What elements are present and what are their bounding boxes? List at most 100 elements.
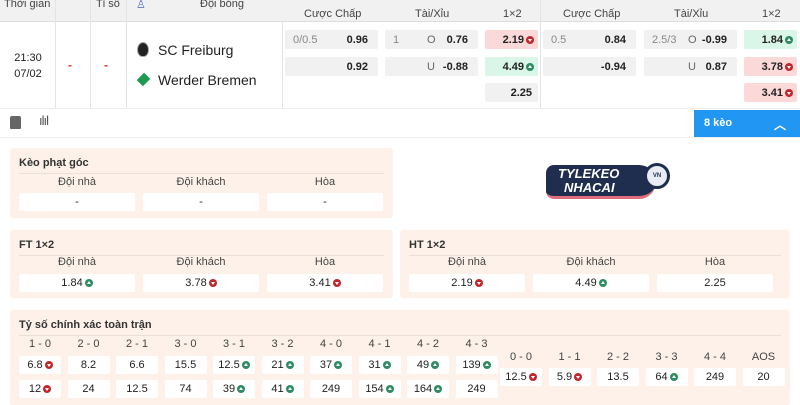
column-label: Đội khách bbox=[566, 256, 616, 268]
ht-handicap-cell[interactable]: 0.5 0.84 bbox=[543, 30, 636, 49]
draw-score-label: 0 - 0 bbox=[509, 351, 532, 363]
odds-value: 3.41 bbox=[761, 86, 783, 99]
odds-box[interactable]: 3.78 bbox=[143, 274, 259, 292]
ht-1x2-title: HT 1×2 bbox=[409, 239, 446, 251]
odds-value: 154 bbox=[365, 383, 384, 395]
score-odds-away[interactable]: 41 bbox=[261, 380, 304, 398]
score-odds-home[interactable]: 21 bbox=[261, 356, 304, 374]
odds-box[interactable]: - bbox=[19, 193, 135, 211]
handicap-odds: 0.84 bbox=[604, 33, 626, 46]
score-odds-home[interactable]: 37 bbox=[310, 356, 352, 374]
lineup-shirt-icon[interactable] bbox=[10, 116, 21, 129]
score-label: 4 - 1 bbox=[368, 338, 391, 350]
home-team[interactable]: SC Freiburg bbox=[158, 42, 234, 58]
ou-odds: 0.76 bbox=[446, 33, 468, 46]
ft-ou-cell[interactable]: 1 O 0.76 bbox=[385, 30, 478, 49]
score-odds-home[interactable]: 31 bbox=[358, 356, 401, 374]
odds-value: 2.25 bbox=[510, 86, 532, 99]
ht-1x2-cell[interactable]: 3.41 bbox=[744, 83, 797, 102]
score-odds-away[interactable]: 12.5 bbox=[116, 380, 158, 398]
ht-handicap-cell[interactable]: -0.94 bbox=[543, 57, 636, 76]
column-label: Đội nhà bbox=[448, 256, 486, 268]
score-odds-away[interactable]: 249 bbox=[455, 380, 498, 398]
more-odds-button[interactable]: 8 kèo ︿ bbox=[694, 110, 800, 137]
score-odds-away[interactable]: 39 bbox=[213, 380, 255, 398]
arrow-down-icon bbox=[474, 279, 483, 287]
kickoff-time: 21:30 bbox=[14, 52, 42, 64]
odds-box[interactable]: - bbox=[143, 193, 259, 211]
odds-value: 249 bbox=[705, 371, 725, 383]
odds-box[interactable]: 1.84 bbox=[19, 274, 135, 292]
score-odds-away[interactable]: 24 bbox=[67, 380, 110, 398]
ht-1x2-cell[interactable]: 1.84 bbox=[744, 30, 797, 49]
correct-score-title: Tỷ số chính xác toàn trận bbox=[19, 319, 152, 331]
score-odds-home[interactable]: 6.6 bbox=[116, 356, 158, 374]
draw-score-odds[interactable]: 64 bbox=[645, 368, 688, 386]
arrow-up-icon bbox=[382, 361, 391, 369]
ft-handicap-cell[interactable]: 0.92 bbox=[285, 57, 378, 76]
score-odds-home[interactable]: 8.2 bbox=[67, 356, 110, 374]
arrow-up-icon bbox=[237, 385, 246, 393]
odds-box[interactable]: 4.49 bbox=[533, 274, 649, 292]
score-label: 4 - 3 bbox=[465, 338, 488, 350]
trophy-icon: ♙ bbox=[136, 0, 146, 11]
score-odds-home[interactable]: 12.5 bbox=[213, 356, 255, 374]
away-team[interactable]: Werder Bremen bbox=[158, 72, 257, 88]
odds-value: 8.2 bbox=[80, 359, 97, 371]
ht-ou-cell[interactable]: 2.5/3 O -0.99 bbox=[644, 30, 737, 49]
ht-1x2-cell[interactable]: 3.78 bbox=[744, 57, 797, 76]
ft-ou-cell[interactable]: U -0.88 bbox=[385, 57, 478, 76]
arrow-down-icon bbox=[785, 62, 793, 71]
odds-value: 6.6 bbox=[129, 359, 145, 371]
score-odds-away[interactable]: 249 bbox=[310, 380, 352, 398]
arrow-up-icon bbox=[84, 279, 93, 287]
ft-1x2-cell[interactable]: 2.25 bbox=[485, 83, 538, 102]
ft-handicap-cell[interactable]: 0/0.5 0.96 bbox=[285, 30, 378, 49]
arrow-down-icon bbox=[528, 373, 537, 381]
draw-score-odds[interactable]: 5.9 bbox=[548, 368, 591, 386]
odds-value: 12.5 bbox=[218, 359, 240, 371]
score-odds-home[interactable]: 139 bbox=[455, 356, 498, 374]
odds-box[interactable]: 3.41 bbox=[267, 274, 383, 292]
odds-value: 13.5 bbox=[607, 371, 629, 383]
score-odds-away[interactable]: 154 bbox=[358, 380, 401, 398]
odds-box[interactable]: - bbox=[267, 193, 383, 211]
ou-side: U bbox=[427, 60, 435, 73]
ou-line: 1 bbox=[393, 33, 400, 46]
ht-ou-cell[interactable]: U 0.87 bbox=[644, 57, 737, 76]
odds-value: 3.41 bbox=[309, 277, 331, 289]
correct-score-panel: Tỷ số chính xác toàn trận 1 - 0 6.8 12 2 - … bbox=[10, 310, 790, 405]
odds-value: 3.78 bbox=[761, 60, 783, 73]
draw-score-odds[interactable]: 249 bbox=[694, 368, 736, 386]
arrow-up-icon bbox=[669, 373, 678, 381]
handicap-odds: -0.94 bbox=[600, 60, 626, 73]
ht-1x2-panel: HT 1×2 Đội nhà 2.19 Đội khách 4.49 Hòa 2.25 bbox=[400, 230, 790, 298]
draw-score-odds[interactable]: 12.5 bbox=[500, 368, 542, 386]
score-odds-home[interactable]: 6.8 bbox=[19, 356, 61, 374]
score-ht: - bbox=[104, 58, 108, 72]
draw-score-odds[interactable]: 20 bbox=[742, 368, 785, 386]
arrow-up-icon bbox=[526, 62, 534, 71]
corner-title: Kèo phạt góc bbox=[19, 157, 89, 169]
ft-1x2-cell[interactable]: 2.19 bbox=[485, 30, 538, 49]
draw-score-odds[interactable]: 13.5 bbox=[597, 368, 639, 386]
arrow-down-icon bbox=[43, 385, 52, 393]
ft-1x2-cell[interactable]: 4.49 bbox=[485, 57, 538, 76]
column-label: Hòa bbox=[314, 176, 336, 188]
score-odds-home[interactable]: 49 bbox=[407, 356, 449, 374]
score-odds-home[interactable]: 15.5 bbox=[164, 356, 207, 374]
score-odds-away[interactable]: 74 bbox=[164, 380, 207, 398]
odds-box[interactable]: 2.19 bbox=[409, 274, 525, 292]
odds-box[interactable]: 2.25 bbox=[657, 274, 773, 292]
score-odds-away[interactable]: 12 bbox=[19, 380, 61, 398]
odds-value: 37 bbox=[319, 359, 333, 371]
arrow-down-icon bbox=[44, 361, 53, 369]
stats-chart-icon[interactable]: ılıl bbox=[39, 113, 49, 128]
arrow-up-icon bbox=[434, 385, 443, 393]
score-odds-away[interactable]: 164 bbox=[407, 380, 449, 398]
odds-value: 249 bbox=[321, 383, 341, 395]
arrow-down-icon bbox=[526, 35, 534, 44]
column-label: Đội khách bbox=[176, 256, 226, 268]
column-label: Hòa bbox=[704, 256, 726, 268]
score-label: 2 - 1 bbox=[125, 338, 148, 350]
